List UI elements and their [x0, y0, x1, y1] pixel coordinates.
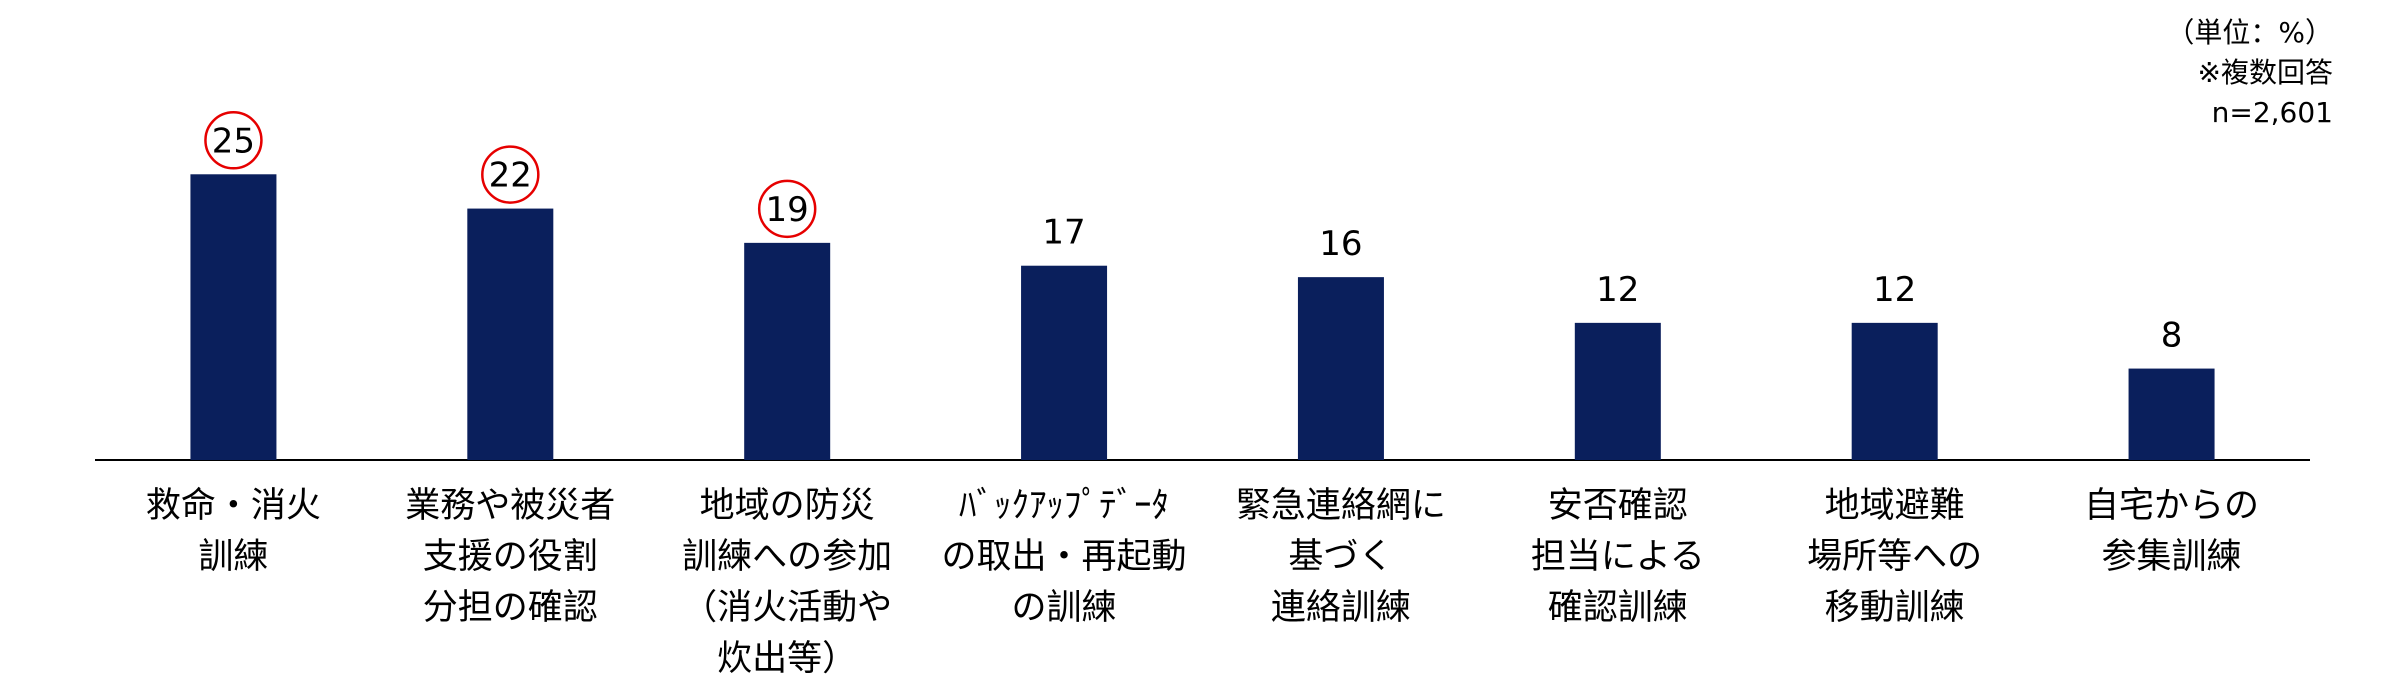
value-label-2: 22	[489, 156, 532, 196]
category-label-6-line-3: 確認訓練	[1548, 588, 1688, 628]
bar-6	[1574, 322, 1661, 460]
category-label-3-line-4: 炊出等）	[717, 639, 857, 679]
category-label-4-line-2: の取出・再起動	[942, 537, 1187, 577]
value-label-3: 19	[766, 190, 809, 230]
category-label-3-line-2: 訓練への参加	[682, 537, 892, 577]
category-label-3-line-3: （消火活動や	[682, 588, 892, 628]
highlight-circle-1	[204, 111, 263, 170]
highlight-circle-2	[481, 145, 540, 204]
bar-3	[744, 242, 831, 460]
multiple-answers-note: ※複数回答	[2197, 56, 2333, 89]
category-label-8-line-2: 参集訓練	[2102, 537, 2242, 577]
category-label-1-line-1: 救命・消火	[146, 486, 321, 526]
highlight-circle-3	[757, 179, 817, 239]
category-label-7-line-2: 場所等への	[1807, 537, 1982, 577]
sample-size-note: n=2,601	[2211, 96, 2333, 129]
value-label-7: 12	[1873, 270, 1916, 310]
value-label-4: 17	[1042, 213, 1085, 253]
category-label-1-line-2: 訓練	[198, 537, 268, 577]
bar-2	[467, 208, 554, 460]
unit-note: （単位：%）	[2166, 16, 2333, 49]
category-label-2-line-2: 支援の役割	[423, 537, 598, 577]
value-label-5: 16	[1319, 224, 1362, 264]
bar-1	[190, 174, 277, 461]
bar-4	[1021, 265, 1108, 460]
category-label-6-line-1: 安否確認	[1548, 486, 1688, 526]
category-label-4-line-3: の訓練	[1012, 588, 1117, 628]
value-label-8: 8	[2161, 316, 2183, 356]
category-label-3-line-1: 地域の防災	[700, 486, 875, 526]
bar-7	[1851, 322, 1938, 460]
category-label-5-line-2: 基づく	[1288, 537, 1393, 577]
category-label-7-line-1: 地域避難	[1825, 486, 1965, 526]
category-label-5-line-1: 緊急連絡網に	[1236, 486, 1446, 526]
category-label-7-line-3: 移動訓練	[1825, 588, 1965, 628]
value-label-6: 12	[1596, 270, 1639, 310]
bar-8	[2128, 368, 2215, 460]
category-label-5-line-3: 連絡訓練	[1271, 588, 1411, 628]
category-label-2-line-1: 業務や被災者	[405, 486, 615, 526]
category-label-6-line-2: 担当による	[1531, 537, 1705, 577]
category-label-2-line-3: 分担の確認	[423, 588, 598, 628]
category-label-4-line-1: ﾊﾞｯｸｱｯﾌﾟﾃﾞｰﾀ	[959, 486, 1169, 526]
category-label-8-line-1: 自宅からの	[2084, 486, 2259, 526]
bar-5	[1297, 277, 1384, 460]
value-label-1: 25	[212, 121, 255, 161]
